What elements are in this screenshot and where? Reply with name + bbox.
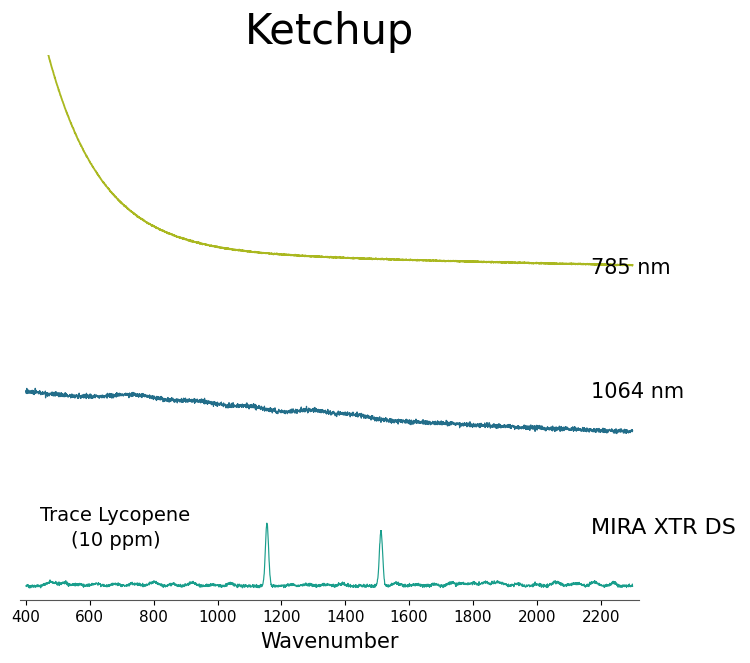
- Text: Trace Lycopene
(10 ppm): Trace Lycopene (10 ppm): [40, 506, 190, 550]
- Text: 785 nm: 785 nm: [591, 258, 670, 278]
- Text: 1064 nm: 1064 nm: [591, 382, 684, 402]
- Text: MIRA XTR DS: MIRA XTR DS: [591, 518, 736, 538]
- X-axis label: Wavenumber: Wavenumber: [260, 632, 398, 652]
- Title: Ketchup: Ketchup: [244, 11, 414, 53]
